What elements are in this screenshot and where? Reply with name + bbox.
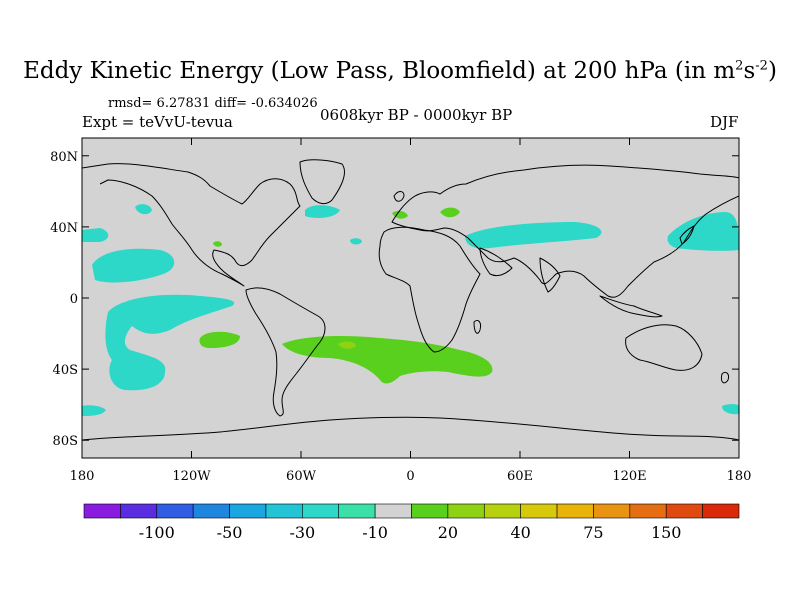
title-unit-s: s <box>743 58 756 84</box>
colorbar-swatch <box>265 503 303 519</box>
season-label: DJF <box>710 113 739 131</box>
title-sup-2: -2 <box>755 58 768 74</box>
anomaly-region <box>199 331 240 348</box>
coastlines <box>82 159 739 441</box>
colorbar-swatch <box>338 503 376 519</box>
x-tick-label: 60W <box>286 469 317 484</box>
colorbar-swatch <box>447 503 485 519</box>
title-close: ) <box>767 58 777 84</box>
anomaly-region <box>82 405 106 416</box>
x-tick-label: 60E <box>507 469 533 484</box>
eurasia-coast <box>391 164 739 298</box>
axis-ticks: 80N 40N 0 40S 80S 180 120W 60W 0 60E 120E 180 <box>50 138 751 484</box>
colorbar: -100 -50 -30 -10 20 40 75 150 <box>83 503 740 542</box>
anomaly-region <box>338 341 356 349</box>
anomaly-region <box>105 294 235 391</box>
africa-coast <box>378 226 481 353</box>
colorbar-swatch <box>120 503 158 519</box>
madagascar-coast <box>473 319 481 334</box>
colorbar-label: -50 <box>217 523 243 542</box>
colorbar-label: 150 <box>651 523 682 542</box>
india-coast <box>539 257 561 293</box>
antarctica-coast <box>82 416 739 441</box>
colorbar-swatch <box>629 503 667 519</box>
colorbar-swatch <box>483 503 521 519</box>
colorbar-label: 20 <box>438 523 458 542</box>
experiment-label: Expt = teVvU-tevua <box>82 113 233 131</box>
new-zealand-coast <box>721 371 729 384</box>
colorbar-swatch <box>556 503 594 519</box>
colorbar-swatch <box>302 503 340 519</box>
anomaly-region <box>213 241 222 247</box>
colorbar-swatch <box>593 503 631 519</box>
colorbar-label: 75 <box>583 523 603 542</box>
colorbar-swatch <box>229 503 267 519</box>
y-tick-label: 80N <box>50 150 78 165</box>
south-america-coast <box>245 287 326 417</box>
colorbar-swatch <box>156 503 194 519</box>
x-tick-label: 180 <box>70 469 95 484</box>
x-tick-label: 0 <box>406 469 414 484</box>
x-tick-label: 180 <box>727 469 752 484</box>
colorbar-swatch <box>702 503 740 519</box>
y-tick-label: 0 <box>70 292 78 307</box>
x-tick-label: 120W <box>172 469 211 484</box>
y-tick-label: 40N <box>50 221 78 236</box>
map-title: Eddy Kinetic Energy (Low Pass, Bloomfiel… <box>0 58 800 84</box>
title-text: Eddy Kinetic Energy (Low Pass, Bloomfiel… <box>23 58 736 84</box>
british-isles-coast <box>393 191 405 202</box>
anomaly-region <box>440 207 460 218</box>
colorbar-label: -10 <box>362 523 388 542</box>
colorbar-swatch <box>83 503 121 519</box>
y-tick-label: 80S <box>53 434 78 449</box>
anomaly-region <box>722 404 739 415</box>
colorbar-swatch <box>192 503 230 519</box>
colorbar-swatch <box>520 503 558 519</box>
anomaly-region <box>392 210 408 219</box>
anomaly-shading <box>82 204 739 416</box>
period-label: 0608kyr BP - 0000kyr BP <box>320 106 513 124</box>
japan-coast <box>679 225 695 245</box>
colorbar-swatch <box>411 503 449 519</box>
colorbar-swatch <box>374 503 412 519</box>
title-sup-1: 2 <box>735 58 744 74</box>
anomaly-region <box>135 204 152 215</box>
southeast-asia-coast <box>599 295 663 318</box>
colorbar-label: -30 <box>289 523 315 542</box>
colorbar-swatch <box>665 503 703 519</box>
anomaly-region <box>350 238 362 245</box>
colorbar-label: -100 <box>139 523 175 542</box>
y-tick-label: 40S <box>53 363 78 378</box>
x-tick-label: 120E <box>612 469 646 484</box>
north-america-coast <box>82 163 301 287</box>
anomaly-region <box>305 205 340 218</box>
australia-coast <box>625 324 703 371</box>
greenland-coast <box>299 159 345 205</box>
arabia-coast <box>479 247 513 277</box>
anomaly-region <box>282 336 493 384</box>
colorbar-label: 40 <box>510 523 530 542</box>
anomaly-region <box>465 222 602 249</box>
anomaly-region <box>92 248 175 283</box>
stats-label: rmsd= 6.27831 diff= -0.634026 <box>108 96 318 111</box>
anomaly-region <box>82 228 109 242</box>
